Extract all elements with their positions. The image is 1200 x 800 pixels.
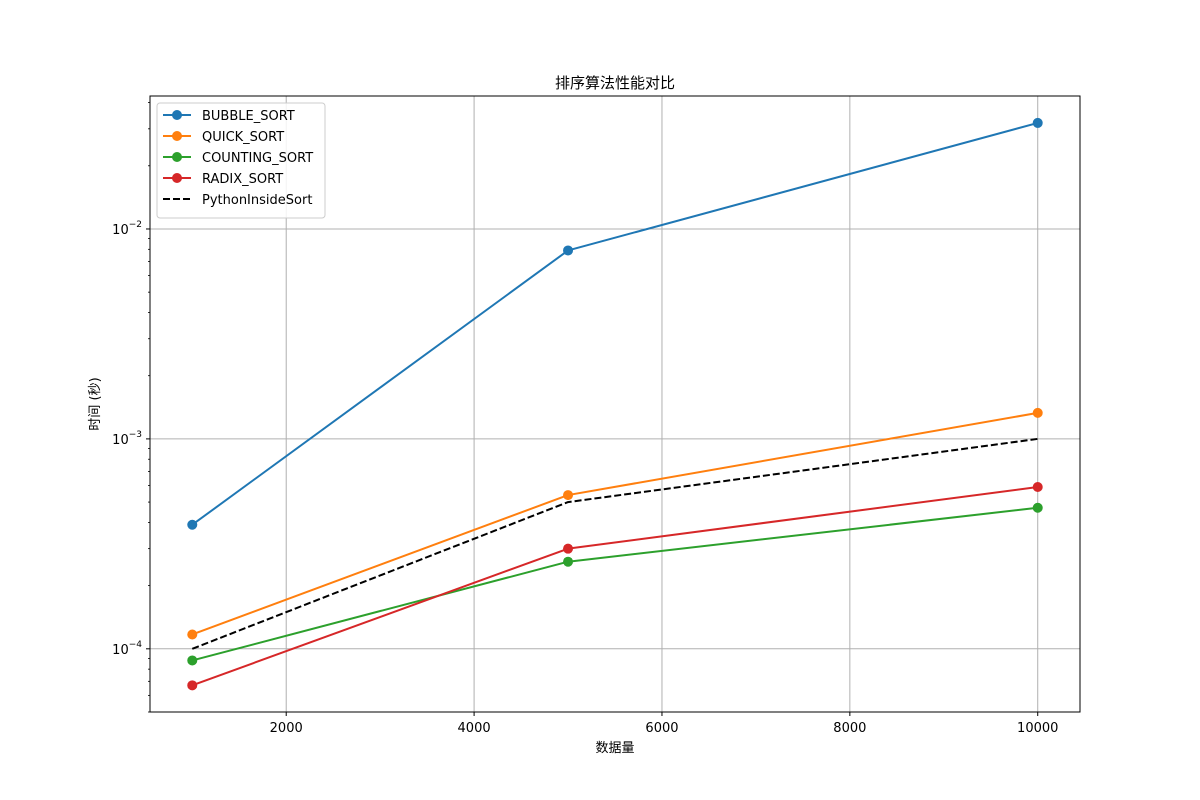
x-tick-label: 8000 [833, 721, 866, 736]
data-point-quick-sort [563, 490, 574, 501]
series-layer [187, 117, 1043, 691]
data-point-counting-sort [563, 556, 574, 567]
y-tick-label: 10−3 [112, 430, 142, 448]
plot-area-frame [149, 95, 1081, 713]
legend-box [156, 102, 326, 219]
legend-marker-quick-sort [172, 131, 182, 141]
data-point-bubble-sort [1032, 117, 1043, 128]
y-tick-label-exponent: −3 [129, 430, 142, 440]
x-tick-label: 10000 [1017, 721, 1058, 736]
x-tick-label: 6000 [645, 721, 678, 736]
legend-marker-bubble-sort [172, 110, 182, 120]
legend: BUBBLE_SORT QUICK_SORT COUNTING_SORT RADIX_… [156, 102, 326, 219]
data-point-bubble-sort [563, 245, 574, 256]
data-point-radix-sort [1032, 481, 1043, 492]
data-point-bubble-sort [187, 519, 198, 530]
x-tick-label: 4000 [458, 721, 491, 736]
y-tick-label: 10−4 [112, 640, 142, 658]
y-tick-label-base: 10 [112, 433, 129, 448]
data-point-quick-sort [1032, 407, 1043, 418]
chart-title: 排序算法性能对比 [555, 74, 675, 92]
legend-label: PythonInsideSort [202, 193, 312, 208]
x-tick-label: 2000 [270, 721, 303, 736]
y-tick-label-exponent: −2 [129, 220, 142, 230]
y-tick-label-base: 10 [112, 223, 129, 238]
data-point-quick-sort [187, 629, 198, 640]
data-point-counting-sort [187, 655, 198, 666]
legend-label: COUNTING_SORT [202, 151, 313, 166]
series-line-pythoninsidesort [191, 437, 1038, 650]
y-tick-label-base: 10 [112, 643, 129, 658]
legend-label: BUBBLE_SORT [202, 109, 295, 124]
x-axis-label: 数据量 [595, 741, 634, 756]
data-point-radix-sort [563, 543, 574, 554]
y-tick-label: 10−2 [112, 220, 142, 238]
y-axis-label: 时间 (秒) [88, 377, 103, 430]
data-point-counting-sort [1032, 502, 1043, 513]
y-tick-label-exponent: −4 [129, 640, 143, 650]
legend-label: QUICK_SORT [202, 130, 284, 145]
data-point-radix-sort [187, 680, 198, 691]
legend-marker-radix-sort [172, 173, 182, 183]
legend-label: RADIX_SORT [202, 172, 283, 187]
legend-marker-counting-sort [172, 152, 182, 162]
